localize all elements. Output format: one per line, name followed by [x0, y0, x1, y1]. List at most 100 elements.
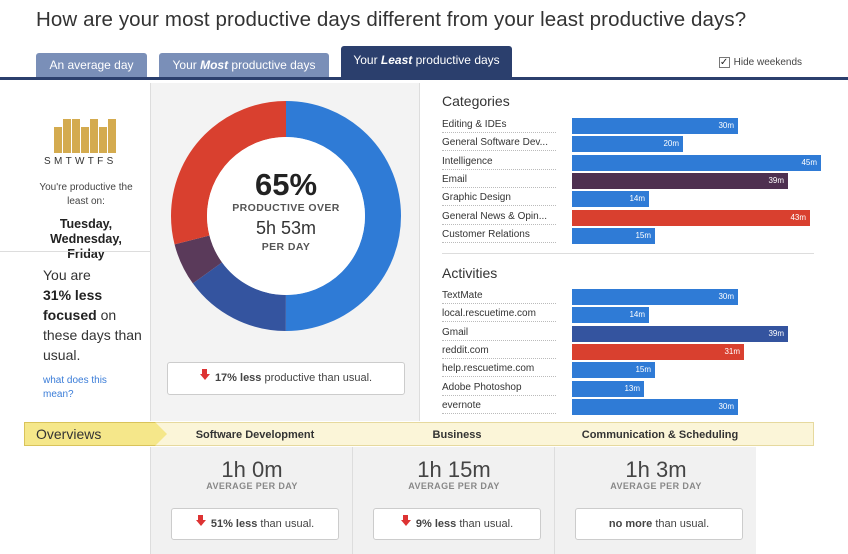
category-row[interactable]: Email 39m: [442, 172, 822, 190]
activity-row[interactable]: local.rescuetime.com 14m: [442, 307, 822, 324]
hide-weekends-toggle[interactable]: ✓ Hide weekends: [718, 57, 802, 68]
calendar-cell: [108, 119, 116, 153]
productivity-note: 17% less productive than usual.: [167, 362, 405, 395]
overview-avg-label: AVERAGE PER DAY: [206, 481, 298, 491]
activity-row[interactable]: help.rescuetime.com 15m: [442, 362, 822, 379]
tab-bar: An average day Your Most productive days…: [0, 44, 848, 80]
category-label: Graphic Design: [442, 192, 556, 207]
category-label: Customer Relations: [442, 229, 556, 243]
category-bar: 14m: [572, 191, 649, 208]
category-label: Editing & IDEs: [442, 119, 556, 133]
checkbox-icon[interactable]: ✓: [718, 57, 730, 68]
note-bold: 17% less: [214, 372, 262, 384]
tab-label-pre: Your: [172, 58, 201, 72]
tab-label-post: productive days: [412, 53, 500, 67]
overview-heading: Communication & Scheduling: [581, 429, 739, 441]
overview-heading: Software Development: [195, 429, 315, 441]
overview-note: 51% less than usual.: [171, 508, 339, 540]
hide-weekends-label: Hide weekends: [733, 57, 802, 68]
divider: [442, 253, 814, 254]
overview-note-bold: 9% less: [415, 518, 457, 530]
activity-label: Adobe Photoshop: [442, 382, 556, 396]
tab-label-em: Most: [200, 58, 229, 72]
calendar-cell: [54, 127, 62, 153]
activity-row[interactable]: Adobe Photoshop 13m: [442, 380, 822, 398]
calendar-cell: [99, 127, 107, 153]
tab-label-post: productive days: [228, 58, 316, 72]
activity-bar: 30m: [572, 398, 738, 415]
divider: [0, 251, 150, 252]
page-title: How are your most productive days differ…: [36, 8, 747, 31]
tab-least-productive[interactable]: Your Least productive days: [341, 46, 512, 77]
category-bar: 15m: [572, 227, 655, 244]
left-summary: SMTWTFS You're productive the least on: …: [0, 83, 150, 421]
least-productive-days: Tuesday, Wednesday, Friday: [50, 217, 122, 261]
overview-avg-label: AVERAGE PER DAY: [610, 481, 702, 491]
category-row[interactable]: Customer Relations 15m: [442, 227, 822, 245]
category-label: General News & Opin...: [442, 211, 556, 225]
activity-bar: 14m: [572, 307, 649, 324]
activity-label: evernote: [442, 400, 556, 414]
tab-label-pre: Your: [353, 53, 381, 67]
tab-most-productive[interactable]: Your Most productive days: [159, 53, 329, 77]
activity-label: TextMate: [442, 290, 556, 304]
productivity-percent: 65%: [254, 167, 318, 202]
calendar-icon: [54, 119, 116, 153]
donut-hole: [207, 137, 365, 295]
activity-bar: 15m: [572, 362, 655, 379]
activity-label: reddit.com: [442, 345, 556, 359]
activity-row[interactable]: TextMate 30m: [442, 289, 822, 306]
tab-average-day[interactable]: An average day: [36, 53, 147, 77]
note-rest: productive than usual.: [261, 372, 373, 384]
category-bar: 30m: [572, 118, 738, 134]
what-does-this-mean-link[interactable]: what does this mean?: [43, 375, 107, 400]
least-productive-label: You're productive the least on:: [39, 182, 133, 207]
category-row[interactable]: Editing & IDEs 30m: [442, 118, 822, 135]
overview-note: no more than usual.: [575, 508, 743, 540]
activity-row[interactable]: evernote 30m: [442, 398, 822, 416]
arrow-down-icon: [400, 515, 411, 527]
weekday-letters: SMTWTFS: [44, 156, 117, 167]
activity-bar: 31m: [572, 343, 744, 360]
overview-note-rest: than usual.: [257, 518, 315, 530]
overview-avg-label: AVERAGE PER DAY: [408, 481, 500, 491]
category-label: General Software Dev...: [442, 137, 556, 152]
tab-label: An average day: [49, 58, 134, 72]
overview-note-bold: 51% less: [210, 518, 258, 530]
productive-over-label: PRODUCTIVE OVER: [232, 202, 340, 214]
overview-note: 9% less than usual.: [373, 508, 541, 540]
activity-label: help.rescuetime.com: [442, 363, 556, 378]
category-row[interactable]: General Software Dev... 20m: [442, 136, 822, 153]
activity-label: local.rescuetime.com: [442, 308, 556, 323]
activity-row[interactable]: reddit.com 31m: [442, 343, 822, 361]
categories-title: Categories: [442, 93, 510, 109]
activity-bar: 39m: [572, 325, 788, 342]
activity-bar: 13m: [572, 380, 644, 397]
category-label: Intelligence: [442, 156, 556, 170]
overview-time: 1h 0m: [221, 457, 283, 482]
overview-panel-communication: 1h 3m AVERAGE PER DAY no more than usual…: [554, 447, 756, 554]
category-row[interactable]: Graphic Design 14m: [442, 191, 822, 208]
category-bar: 43m: [572, 209, 810, 226]
productive-time: 5h 53m: [255, 218, 317, 238]
productivity-donut-chart: [171, 101, 401, 331]
focus-summary: You are 31% less focused on these days t…: [43, 265, 143, 365]
overview-panel-software-development: 1h 0m AVERAGE PER DAY 51% less than usua…: [150, 447, 352, 554]
activity-label: Gmail: [442, 327, 556, 341]
overviews-bar: Overviews Software Development Business …: [24, 422, 814, 446]
activity-row[interactable]: Gmail 39m: [442, 325, 822, 343]
overviews-tab[interactable]: Overviews: [24, 422, 167, 446]
calendar-cell: [72, 119, 80, 153]
overview-time: 1h 3m: [625, 457, 687, 482]
breakdown-panel: Categories Activities Editing & IDEs 30m G…: [420, 83, 848, 421]
overview-heading: Business: [432, 429, 482, 441]
arrow-down-icon: [199, 369, 210, 381]
category-row[interactable]: Intelligence 45m: [442, 154, 822, 172]
tab-label-em: Least: [380, 53, 413, 67]
category-bar: 45m: [572, 154, 821, 171]
productivity-panel: 65% PRODUCTIVE OVER 5h 53m PER DAY 17% l…: [150, 83, 420, 421]
overview-panel-business: 1h 15m AVERAGE PER DAY 9% less than usua…: [352, 447, 554, 554]
category-row[interactable]: General News & Opin... 43m: [442, 209, 822, 227]
category-bar: 20m: [572, 136, 683, 153]
activities-title: Activities: [442, 265, 498, 281]
